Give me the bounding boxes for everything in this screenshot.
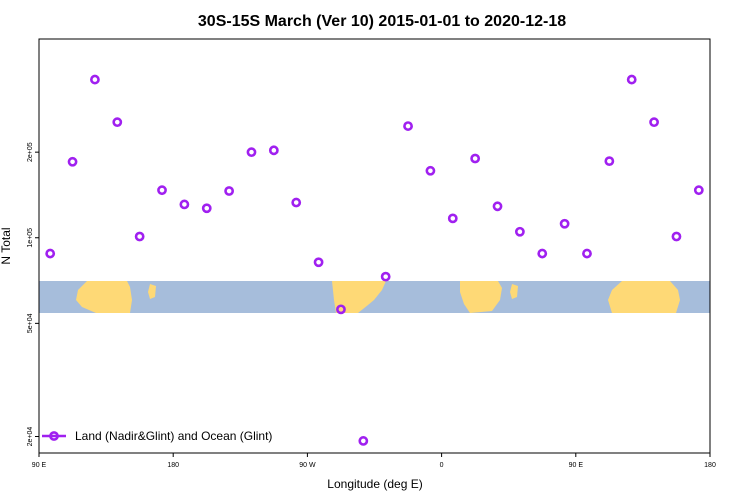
y-axis: 2e+04 5e+04 1e+05 2e+05 [27,142,39,446]
y-tick-label: 2e+05 [27,142,34,162]
land-africa-repeat [460,281,502,313]
data-point [336,304,346,315]
x-axis-label: Longitude (deg E) [327,477,422,491]
data-point [403,121,413,131]
data-point [671,231,682,242]
land-africa [76,281,132,313]
data-point [179,199,190,210]
y-tick-label: 2e+04 [27,427,34,447]
data-point [537,248,548,259]
legend: Land (Nadir&Glint) and Ocean (Glint) [42,429,272,443]
data-point [447,213,458,224]
data-points [45,74,704,446]
land-south-america [332,281,386,313]
x-axis: 90 E 180 90 W 0 90 E 180 [32,453,716,469]
data-point [201,203,212,214]
data-point [649,117,659,128]
legend-marker [49,431,59,441]
data-point [358,436,369,446]
x-tick-label: 180 [167,462,179,469]
y-tick-label: 1e+05 [27,228,34,248]
y-axis-label: N Total [0,227,13,264]
x-tick-label: 90 E [569,462,584,469]
data-point [224,186,235,196]
data-point [134,231,145,242]
data-point [112,117,123,128]
data-point [559,218,570,229]
data-point [90,74,100,85]
legend-label: Land (Nadir&Glint) and Ocean (Glint) [75,429,272,443]
land-madagascar-repeat [510,284,518,299]
data-point [470,153,481,164]
data-point [380,271,391,282]
y-tick-label: 5e+04 [27,313,34,333]
land-madagascar [148,284,156,299]
data-point [514,226,525,237]
data-point [313,257,324,268]
data-point [291,197,302,208]
data-point [157,185,167,196]
data-point [268,145,279,156]
data-point [45,248,56,259]
plot-frame [38,38,711,454]
data-point [582,248,592,259]
x-tick-label: 180 [704,462,716,469]
data-point [604,156,615,167]
x-tick-label: 90 E [32,462,47,469]
data-point [626,74,637,85]
data-point [246,147,257,158]
data-point [693,185,704,196]
land-australia [608,281,680,313]
x-tick-label: 90 W [299,462,316,469]
chart-title: 30S-15S March (Ver 10) 2015-01-01 to 202… [198,13,566,30]
data-point [425,165,436,176]
data-point [492,201,503,212]
map-band [39,281,710,313]
x-tick-label: 0 [440,462,444,469]
data-point [67,156,78,167]
